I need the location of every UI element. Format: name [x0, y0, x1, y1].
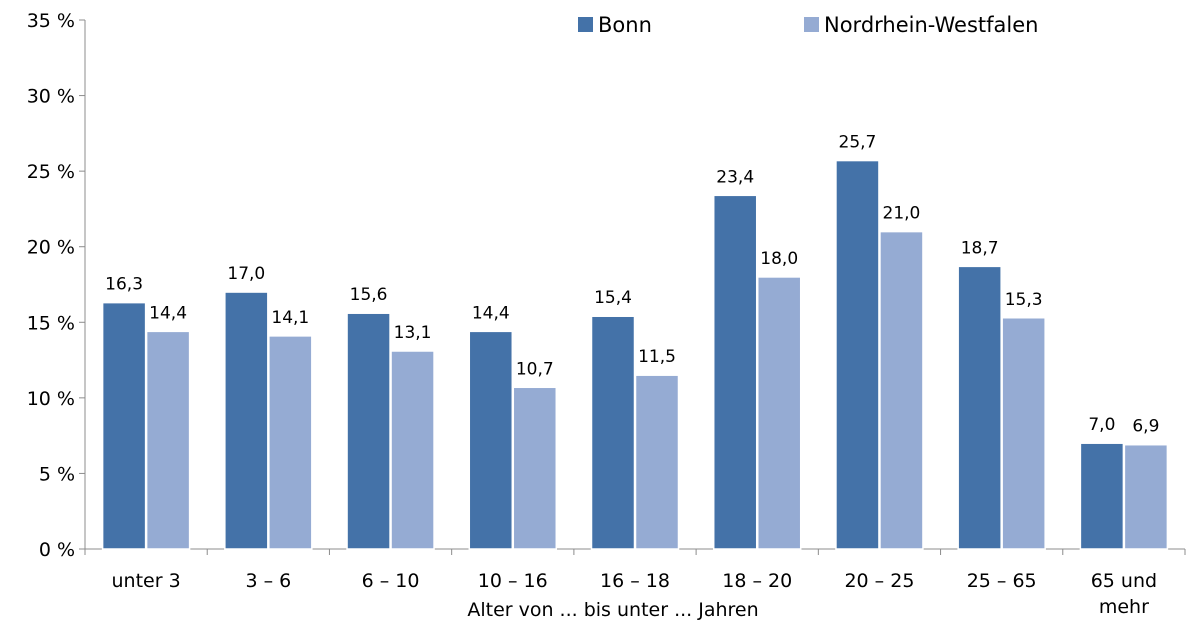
data-label: 16,3 [105, 275, 143, 295]
x-tick-label-line: 25 – 65 [967, 570, 1037, 592]
x-tick-label: 20 – 25 [844, 570, 914, 592]
x-tick-label-line: 20 – 25 [844, 570, 914, 592]
bar-nrw [512, 386, 558, 550]
x-tick-label-line: 10 – 16 [478, 570, 548, 592]
bar-bonn [101, 301, 147, 550]
bar-nrw [1001, 317, 1046, 550]
y-axis: 0 % 5 % 10 % 15 % 20 % 25 % 30 % 35 % [27, 10, 86, 561]
y-tick-label: 20 % [27, 237, 75, 259]
data-label: 23,4 [716, 167, 754, 187]
data-label: 15,4 [594, 288, 632, 308]
legend-label: Bonn [598, 13, 652, 37]
bar-nrw [634, 374, 680, 550]
data-label: 6,9 [1132, 417, 1159, 437]
x-axis: unter 3 3 – 6 6 – 10 10 – 16 16 – 18 18 – 20 2… [84, 548, 1186, 618]
data-label: 15,6 [350, 285, 388, 305]
y-tick-label: 0 % [39, 539, 75, 561]
data-label: 25,7 [839, 133, 877, 153]
data-label: 10,7 [516, 359, 554, 379]
data-label: 21,0 [883, 204, 921, 224]
legend-swatch [578, 17, 593, 32]
data-label: 17,0 [227, 264, 265, 284]
data-label: 13,1 [394, 323, 432, 343]
y-tick-label: 35 % [27, 10, 75, 32]
x-tick-label-line: 3 – 6 [245, 570, 291, 592]
y-tick-label: 5 % [39, 463, 75, 485]
bar-nrw [756, 276, 802, 550]
x-axis-title: Alter von ... bis unter ... Jahren [467, 599, 758, 621]
data-labels: 16,3 14,4 17,0 14,1 15,6 13,1 14,4 10,7 15,4 11,5… [105, 133, 1159, 437]
bar-bonn [1079, 442, 1125, 550]
bar-nrw [879, 230, 924, 550]
bar-nrw [145, 330, 191, 550]
x-tick-label: 18 – 20 [722, 570, 792, 592]
x-tick-label-line: unter 3 [112, 570, 181, 592]
data-label: 15,3 [1005, 290, 1043, 310]
legend-label: Nordrhein-Westfalen [824, 13, 1038, 37]
bar-bonn [224, 291, 269, 550]
x-tick-label-line: 6 – 10 [362, 570, 420, 592]
x-tick-label-line: 18 – 20 [722, 570, 792, 592]
bar-bonn [590, 315, 636, 550]
bar-bonn [957, 265, 1002, 550]
y-tick-label: 30 % [27, 86, 75, 108]
data-label: 18,7 [961, 238, 999, 258]
x-tick-label: 65 und mehr [1091, 570, 1157, 618]
x-tick-label-line: mehr [1099, 596, 1149, 618]
bar-bonn [712, 194, 758, 550]
bar-nrw [390, 350, 435, 550]
x-tick-label: 10 – 16 [478, 570, 548, 592]
data-label: 7,0 [1088, 415, 1115, 435]
y-tick-label: 10 % [27, 388, 75, 410]
x-tick-label: 3 – 6 [245, 570, 291, 592]
bar-bonn [835, 159, 880, 550]
legend-swatch [804, 17, 819, 32]
y-tick-label: 15 % [27, 312, 75, 334]
legend: Bonn Nordrhein-Westfalen [578, 13, 1038, 37]
x-tick-label-line: 65 und [1091, 570, 1157, 592]
x-tick-label: 25 – 65 [967, 570, 1037, 592]
bar-bonn [346, 312, 391, 550]
x-tick-label: unter 3 [112, 570, 181, 592]
y-tick-label: 25 % [27, 161, 75, 183]
bars [101, 159, 1169, 550]
data-label: 14,1 [271, 308, 309, 328]
bar-nrw [268, 335, 313, 550]
x-tick-label: 6 – 10 [362, 570, 420, 592]
bar-bonn [468, 330, 514, 550]
data-label: 18,0 [760, 249, 798, 269]
x-tick-label-line: 16 – 18 [600, 570, 670, 592]
data-label: 11,5 [638, 347, 676, 367]
data-label: 14,4 [472, 303, 510, 323]
x-tick-label: 16 – 18 [600, 570, 670, 592]
bar-nrw [1123, 443, 1169, 550]
data-label: 14,4 [149, 303, 187, 323]
